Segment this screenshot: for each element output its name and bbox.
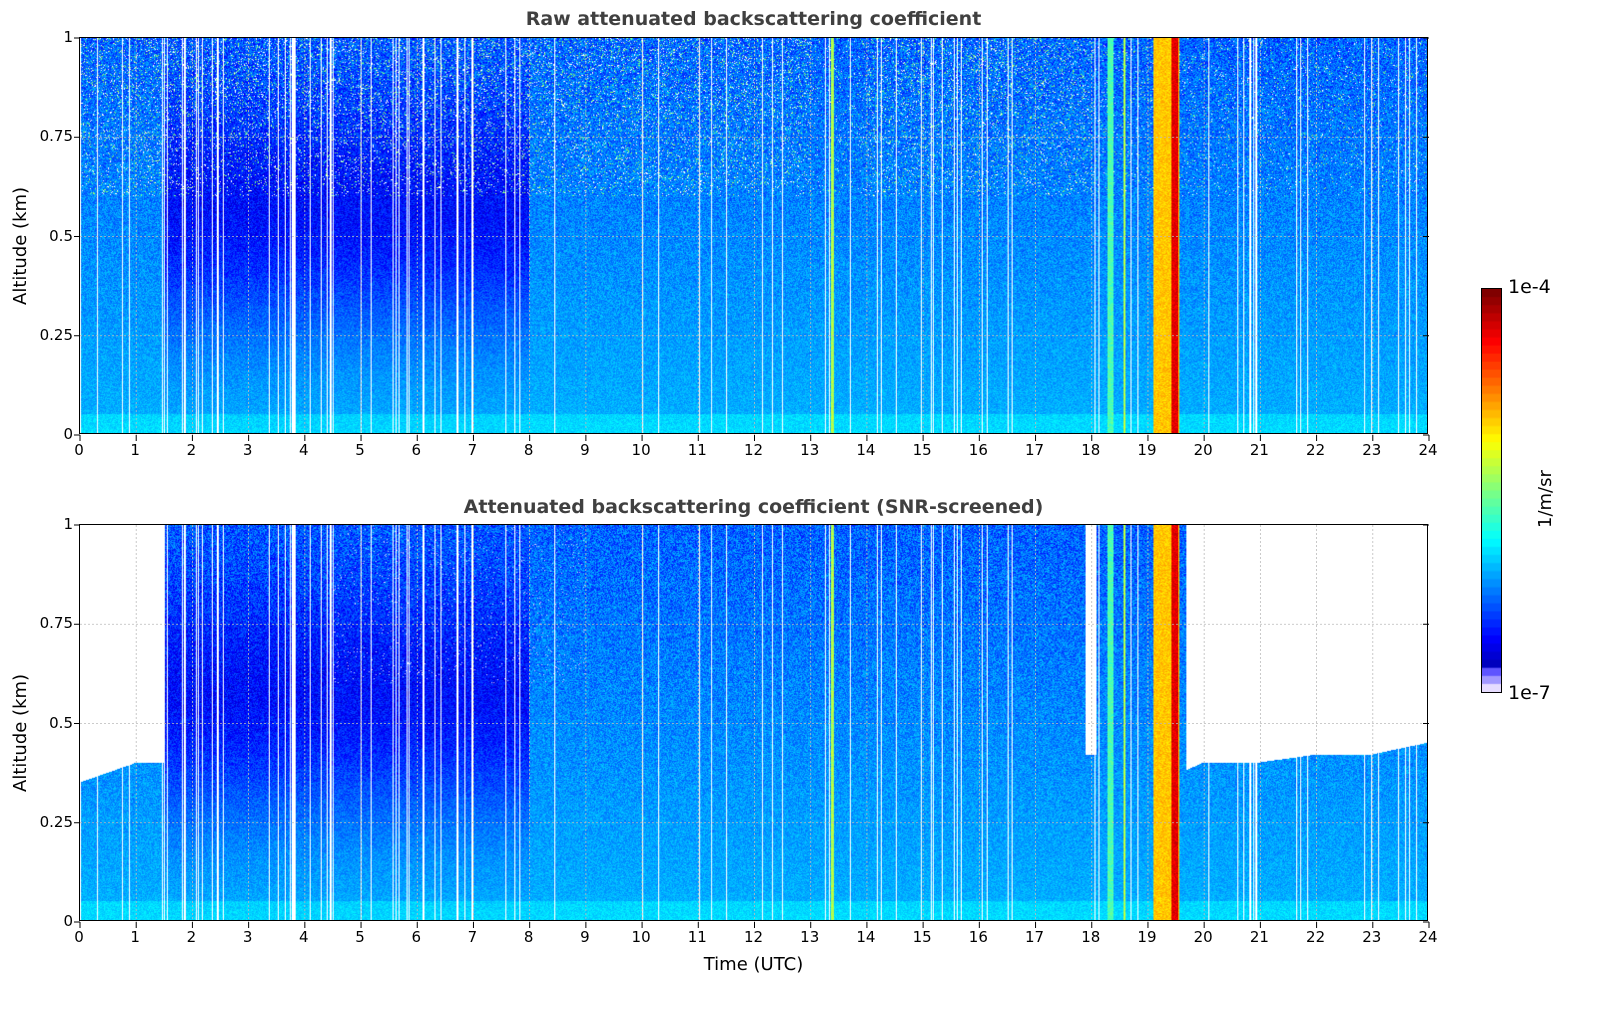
x-tick-label: 20	[1193, 441, 1213, 459]
x-tick-label: 3	[242, 441, 253, 459]
x-tick-label: 6	[411, 928, 422, 946]
y-tick-label: 0.75	[39, 127, 73, 146]
plot2-ylabel: Altitude (km)	[10, 673, 31, 792]
y-tick-label: 0.5	[49, 713, 73, 732]
x-tick-label: 21	[1249, 928, 1269, 946]
x-tick-label: 11	[687, 441, 707, 459]
x-tick-label: 24	[1418, 441, 1438, 459]
x-axis-label: Time (UTC)	[703, 954, 804, 975]
x-tick-label: 13	[800, 928, 820, 946]
x-tick-label: 10	[631, 441, 651, 459]
x-tick-label: 15	[912, 441, 932, 459]
y-tick-label: 0	[63, 912, 73, 930]
x-tick-label: 23	[1362, 441, 1382, 459]
x-tick-label: 23	[1362, 928, 1382, 946]
x-tick-label: 22	[1306, 928, 1326, 946]
x-tick-label: 10	[631, 928, 651, 946]
plot2-overlay	[74, 524, 1430, 928]
x-tick-label: 8	[523, 441, 534, 459]
x-tick-label: 0	[74, 928, 84, 946]
y-tick-label: 0.25	[39, 325, 73, 344]
x-tick-label: 7	[467, 441, 478, 459]
x-tick-label: 21	[1249, 441, 1269, 459]
x-tick-label: 18	[1081, 928, 1101, 946]
x-tick-label: 24	[1418, 928, 1438, 946]
x-tick-label: 12	[743, 441, 764, 459]
y-tick-label: 0.25	[39, 812, 73, 831]
x-tick-label: 9	[580, 928, 590, 946]
x-tick-label: 0	[74, 441, 84, 459]
plot2-title: Attenuated backscattering coefficient (S…	[463, 496, 1044, 518]
x-tick-label: 14	[856, 441, 876, 459]
plot2-area	[74, 524, 1430, 928]
x-tick-label: 13	[800, 441, 820, 459]
x-tick-label: 4	[299, 928, 309, 946]
plot1-ylabel: Altitude (km)	[10, 186, 31, 305]
x-tick-label: 2	[186, 928, 197, 946]
x-tick-label: 5	[355, 441, 365, 459]
x-tick-label: 19	[1137, 928, 1157, 946]
x-tick-label: 17	[1024, 928, 1045, 946]
x-tick-label: 3	[242, 928, 253, 946]
x-tick-label: 15	[912, 928, 932, 946]
colorbar	[1481, 288, 1502, 693]
plot1-title: Raw attenuated backscattering coefficien…	[525, 8, 982, 30]
x-tick-label: 18	[1081, 441, 1101, 459]
x-tick-label: 9	[580, 441, 590, 459]
y-tick-label: 0.5	[49, 226, 73, 245]
x-tick-label: 17	[1024, 441, 1045, 459]
x-tick-label: 20	[1193, 928, 1213, 946]
plot1-overlay	[74, 37, 1430, 441]
x-tick-label: 16	[968, 441, 988, 459]
x-tick-label: 7	[467, 928, 478, 946]
colorbar-min-label: 1e-7	[1508, 682, 1551, 704]
colorbar-unit-label: 1/m/sr	[1535, 470, 1556, 528]
x-tick-label: 12	[743, 928, 764, 946]
x-tick-label: 5	[355, 928, 365, 946]
x-tick-label: 16	[968, 928, 988, 946]
x-tick-label: 4	[299, 441, 309, 459]
plot1-area	[74, 37, 1430, 441]
x-tick-label: 11	[687, 928, 707, 946]
x-tick-label: 1	[130, 441, 140, 459]
colorbar-max-label: 1e-4	[1508, 276, 1551, 298]
x-tick-label: 14	[856, 928, 876, 946]
y-tick-label: 1	[63, 28, 73, 46]
y-tick-label: 1	[63, 515, 73, 533]
y-tick-label: 0.75	[39, 614, 73, 633]
x-tick-label: 6	[411, 441, 422, 459]
x-tick-label: 19	[1137, 441, 1157, 459]
x-tick-label: 22	[1306, 441, 1326, 459]
y-tick-label: 0	[63, 425, 73, 443]
x-tick-label: 2	[186, 441, 197, 459]
x-tick-label: 1	[130, 928, 140, 946]
x-tick-label: 8	[523, 928, 534, 946]
